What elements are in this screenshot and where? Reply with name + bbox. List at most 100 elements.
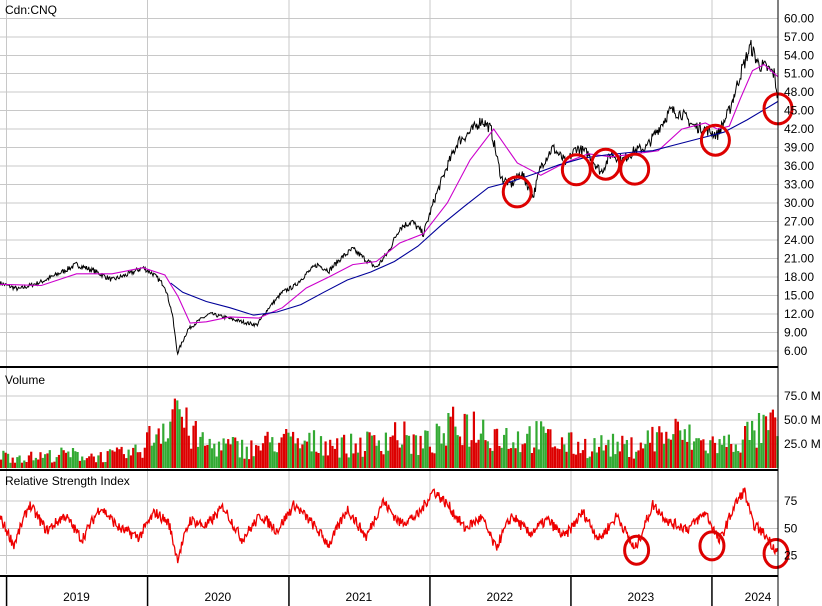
volume-bar <box>259 450 262 468</box>
volume-bar <box>343 434 346 468</box>
volume-bar <box>442 433 445 468</box>
volume-bar <box>644 444 647 468</box>
volume-bar <box>706 453 710 468</box>
annotation-circles <box>501 92 794 569</box>
volume-bar <box>572 453 575 468</box>
volume-bar <box>635 451 638 468</box>
volume-bar <box>373 435 376 468</box>
volume-bar <box>23 460 26 468</box>
volume-bar <box>347 457 350 468</box>
volume-bar <box>489 448 492 468</box>
volume-bar <box>401 444 404 468</box>
volume-bar <box>111 450 114 468</box>
volume-bar <box>540 421 543 468</box>
volume-bar <box>711 436 714 468</box>
volume-bar <box>667 438 670 468</box>
rsi-tick-label: 50 <box>784 521 798 535</box>
volume-tick-label: 75.0 M <box>784 389 821 403</box>
volume-bar <box>315 451 318 468</box>
volume-bar <box>231 437 234 468</box>
volume-bar <box>301 444 304 468</box>
volume-bar <box>118 449 121 468</box>
volume-bar <box>129 455 132 468</box>
volume-bar <box>268 442 272 468</box>
volume-bar <box>387 450 390 468</box>
series-line-ma_short <box>0 63 779 324</box>
volume-panel-title: Volume <box>5 373 45 387</box>
price-tick-label: 39.00 <box>784 141 814 155</box>
volume-bar <box>67 451 70 468</box>
volume-bar <box>51 462 54 468</box>
year-label: 2020 <box>205 590 232 604</box>
volume-bar <box>62 450 65 468</box>
volume-bar <box>611 433 615 468</box>
volume-bar <box>208 438 211 468</box>
volume-bar <box>767 430 770 468</box>
volume-bar <box>549 429 552 468</box>
volume-bar <box>456 435 459 468</box>
volume-bar <box>407 435 411 468</box>
price-tick-label: 27.00 <box>784 214 814 228</box>
volume-bar <box>563 444 566 468</box>
volume-bar <box>287 432 290 468</box>
volume-bar <box>185 407 188 468</box>
volume-bar <box>604 445 608 468</box>
volume-bar <box>16 457 19 468</box>
volume-bar <box>102 462 105 468</box>
volume-bar <box>238 457 241 468</box>
volume-bar <box>25 462 28 468</box>
volume-bar <box>741 439 744 468</box>
volume-bar <box>296 438 299 468</box>
volume-bar <box>252 456 255 468</box>
price-tick-label: 51.00 <box>784 67 814 81</box>
volume-bar <box>403 421 406 468</box>
volume-bar <box>331 445 334 468</box>
volume-bar <box>60 447 63 468</box>
volume-bar <box>505 428 508 468</box>
series-line-price <box>0 39 779 356</box>
volume-bar <box>445 445 448 468</box>
volume-bar <box>132 447 135 468</box>
volume-bar <box>591 451 594 468</box>
volume-bar <box>227 439 230 468</box>
volume-bar <box>616 441 619 468</box>
volume-bar <box>718 439 721 468</box>
volume-bar <box>190 448 193 468</box>
volume-bar <box>18 455 21 468</box>
price-tick-label: 45.00 <box>784 104 814 118</box>
volume-bar <box>655 432 659 468</box>
volume-bar <box>204 445 207 468</box>
year-label: 2019 <box>63 590 90 604</box>
volume-bar <box>336 438 339 468</box>
volume-bar <box>683 429 686 468</box>
volume-bar <box>104 462 107 468</box>
volume-bar <box>308 432 311 468</box>
price-tick-label: 54.00 <box>784 48 814 62</box>
volume-bar <box>7 453 10 468</box>
volume-bar <box>183 427 186 468</box>
volume-bar <box>570 432 573 468</box>
volume-bar <box>463 413 466 468</box>
volume-bar <box>4 452 7 468</box>
volume-bar <box>764 416 768 468</box>
volume-bar <box>452 406 455 468</box>
annotation-circle <box>619 152 651 186</box>
volume-bar <box>658 426 661 468</box>
volume-bar <box>48 450 51 468</box>
volume-bar <box>713 442 717 468</box>
volume-bar <box>146 432 149 468</box>
volume-bar <box>180 416 183 468</box>
volume-bar <box>709 440 712 468</box>
volume-bar <box>127 449 130 468</box>
volume-bar <box>389 436 392 468</box>
volume-bar <box>405 435 408 468</box>
volume-bar <box>164 441 167 468</box>
price-tick-label: 36.00 <box>784 159 814 173</box>
volume-bar <box>141 457 144 468</box>
volume-bar <box>391 435 394 468</box>
volume-bar <box>544 432 547 468</box>
grid-lines <box>0 0 778 574</box>
volume-bar <box>243 458 246 468</box>
volume-bar <box>178 409 181 468</box>
